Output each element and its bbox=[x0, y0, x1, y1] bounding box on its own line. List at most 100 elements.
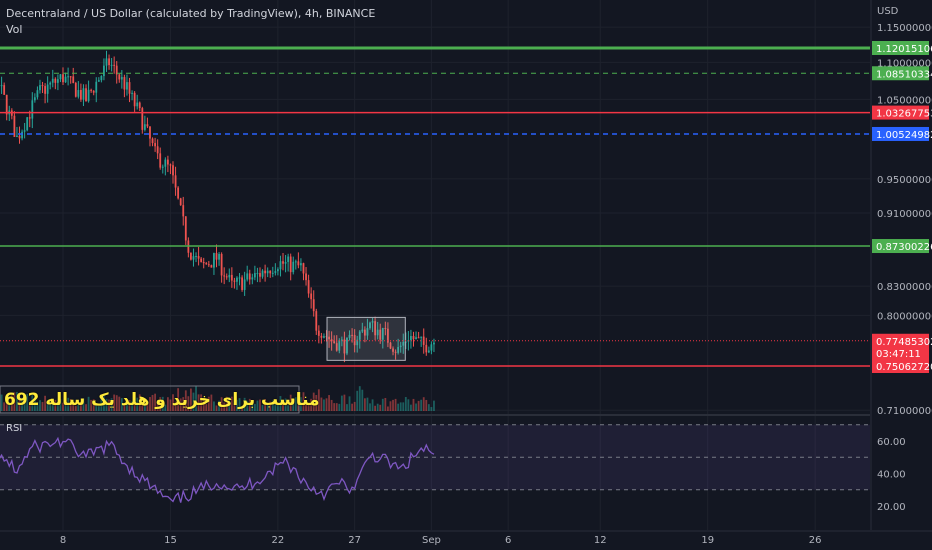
volume-bar bbox=[264, 398, 267, 411]
candle-body bbox=[343, 339, 346, 354]
volume-bar bbox=[356, 390, 359, 411]
level-price-label: 1.08510334 bbox=[876, 69, 932, 80]
candle-body bbox=[274, 271, 277, 273]
candle-body bbox=[287, 256, 290, 262]
candle-body bbox=[394, 351, 397, 353]
volume-bar bbox=[72, 404, 75, 411]
price-tick-label: 0.91000000 bbox=[877, 209, 932, 220]
volume-bar bbox=[346, 404, 348, 411]
price-tick-label: 0.71000000 bbox=[877, 406, 932, 417]
volume-bar bbox=[159, 397, 162, 411]
volume-bar bbox=[402, 402, 405, 411]
volume-bar bbox=[407, 399, 410, 411]
volume-bar bbox=[143, 402, 146, 411]
volume-bar bbox=[338, 403, 341, 411]
candle-body bbox=[120, 77, 123, 80]
volume-bar bbox=[164, 404, 167, 411]
candle-body bbox=[105, 58, 108, 66]
volume-bar bbox=[100, 395, 103, 411]
level-price-label: 1.00524982 bbox=[876, 130, 932, 141]
volume-bar bbox=[207, 396, 210, 411]
candle-body bbox=[384, 328, 387, 330]
candle-body bbox=[33, 97, 36, 101]
candle-body bbox=[363, 329, 366, 336]
volume-bar bbox=[3, 402, 6, 411]
volume-bar bbox=[82, 398, 85, 411]
price-axis-unit: USD bbox=[877, 6, 899, 17]
candle-body bbox=[282, 261, 284, 264]
candle-body bbox=[420, 336, 423, 338]
volume-bar bbox=[399, 402, 402, 411]
volume-bar bbox=[182, 397, 185, 411]
rsi-tick-label: 40.00 bbox=[877, 470, 906, 481]
candle-body bbox=[433, 342, 435, 345]
volume-bar bbox=[310, 398, 313, 411]
volume-bar bbox=[351, 403, 353, 411]
volume-bar bbox=[156, 403, 159, 411]
candle-body bbox=[131, 92, 133, 94]
candles bbox=[0, 50, 435, 363]
volume-bar bbox=[41, 402, 44, 411]
volume-bar bbox=[427, 404, 430, 411]
candle-body bbox=[192, 256, 195, 260]
volume-bar bbox=[333, 403, 336, 411]
volume-bar bbox=[200, 394, 203, 411]
candle-body bbox=[264, 270, 267, 274]
candle-body bbox=[279, 261, 282, 270]
candle-body bbox=[166, 159, 169, 165]
volume-bar bbox=[343, 394, 346, 411]
volume-bar bbox=[151, 394, 154, 411]
candle-body bbox=[233, 280, 236, 282]
volume-bar bbox=[64, 396, 67, 411]
volume-bar bbox=[230, 396, 233, 411]
volume-bar bbox=[39, 400, 41, 411]
level-price-tag bbox=[872, 126, 929, 141]
volume-bar bbox=[248, 398, 251, 411]
candle-body bbox=[16, 135, 18, 137]
volume-bar bbox=[92, 399, 95, 411]
candle-body bbox=[51, 78, 54, 83]
price-tick-label: 0.83000000 bbox=[877, 282, 932, 293]
time-tick-label: 6 bbox=[505, 535, 511, 546]
volume-bar bbox=[269, 401, 272, 411]
volume-bar bbox=[251, 404, 254, 411]
volume-bar bbox=[361, 389, 364, 411]
candle-body bbox=[389, 342, 392, 349]
candle-body bbox=[228, 274, 231, 278]
candle-body bbox=[305, 273, 307, 281]
candle-body bbox=[315, 311, 318, 331]
candle-body bbox=[156, 146, 159, 154]
volume-bar bbox=[36, 402, 39, 411]
candle-body bbox=[72, 76, 75, 83]
candle-body bbox=[146, 124, 149, 127]
candle-body bbox=[399, 345, 402, 348]
candle-body bbox=[87, 89, 90, 102]
volume-bar bbox=[213, 401, 215, 411]
candle-body bbox=[177, 187, 180, 199]
level-price-tag bbox=[872, 359, 929, 373]
volume-bar bbox=[292, 399, 295, 411]
candle-body bbox=[312, 299, 315, 312]
volume-bar bbox=[218, 400, 220, 411]
candle-body bbox=[143, 124, 146, 130]
volume-bar bbox=[169, 399, 172, 411]
volume-bar bbox=[5, 402, 8, 411]
candle-body bbox=[302, 263, 305, 274]
volume-bar bbox=[179, 398, 182, 411]
volume-bar bbox=[289, 394, 292, 411]
volume-bar bbox=[123, 405, 126, 411]
level-price-label: 1.03267753 bbox=[876, 109, 932, 120]
volume-bar bbox=[95, 405, 98, 411]
volume-bar bbox=[274, 402, 277, 411]
level-price-label: 1.12015106 bbox=[876, 44, 932, 55]
volume-bar bbox=[389, 401, 392, 411]
candle-body bbox=[174, 175, 177, 188]
candle-body bbox=[90, 89, 93, 91]
annotation-text: مناسب برای خرید و هلد یک ساله 692 bbox=[4, 390, 320, 410]
candle-body bbox=[56, 79, 59, 83]
volume-bar bbox=[97, 405, 100, 411]
candle-body bbox=[169, 164, 172, 166]
volume-bar bbox=[184, 390, 187, 411]
volume-bar bbox=[205, 403, 208, 411]
